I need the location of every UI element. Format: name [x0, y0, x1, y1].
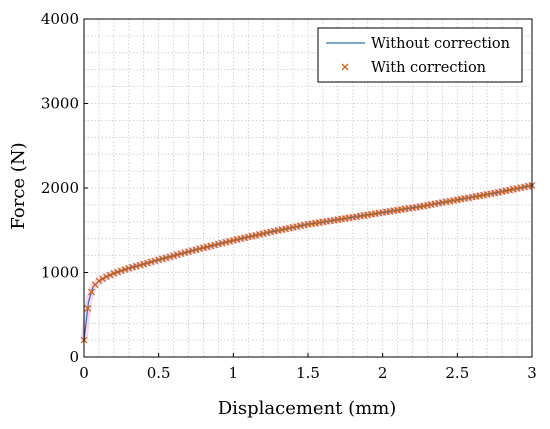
marker-with-correction — [88, 288, 95, 296]
y-axis-label: Force (N) — [8, 142, 29, 229]
marker-with-correction — [99, 275, 107, 283]
legend-label-without-correction: Without correction — [371, 36, 510, 52]
plot-series — [80, 182, 536, 344]
marker-with-correction — [106, 271, 114, 279]
y-tick-label: 0 — [69, 348, 79, 366]
marker-with-correction — [95, 277, 103, 285]
legend-marker-with-correction — [341, 63, 349, 71]
y-tick-label: 4000 — [41, 10, 79, 28]
marker-with-correction — [102, 273, 110, 281]
x-tick-label: 2.5 — [445, 364, 469, 382]
marker-with-correction — [84, 304, 92, 312]
marker-stroke — [84, 304, 92, 312]
axis-ticks: 0 0.5 1 1.5 2 2.5 3 0 1000 2000 3000 4000 — [41, 10, 537, 382]
marker-stroke — [110, 269, 118, 277]
marker-stroke — [95, 277, 103, 285]
x-tick-label: 1 — [229, 364, 239, 382]
marker-with-correction — [117, 267, 125, 275]
y-tick-label: 2000 — [41, 179, 79, 197]
legend-marker-stroke — [341, 63, 349, 71]
marker-stroke — [102, 273, 110, 281]
marker-stroke — [99, 275, 107, 283]
x-tick-label: 0 — [79, 364, 89, 382]
marker-stroke — [114, 268, 122, 276]
marker-with-correction — [110, 269, 118, 277]
marker-with-correction — [114, 268, 122, 276]
marker-stroke — [117, 267, 125, 275]
x-tick-label: 3 — [527, 364, 537, 382]
marker-stroke — [88, 288, 95, 296]
x-axis-label: Displacement (mm) — [218, 398, 397, 419]
marker-stroke — [121, 266, 129, 273]
x-tick-label: 0.5 — [147, 364, 171, 382]
x-tick-label: 2 — [378, 364, 388, 382]
marker-with-correction — [121, 266, 129, 273]
y-tick-label: 1000 — [41, 264, 79, 282]
x-tick-label: 1.5 — [296, 364, 320, 382]
legend-label-with-correction: With correction — [371, 60, 486, 76]
marker-stroke — [106, 271, 114, 279]
legend: Without correction With correction — [317, 27, 523, 83]
legend-box — [317, 27, 523, 83]
y-tick-label: 3000 — [41, 95, 79, 113]
